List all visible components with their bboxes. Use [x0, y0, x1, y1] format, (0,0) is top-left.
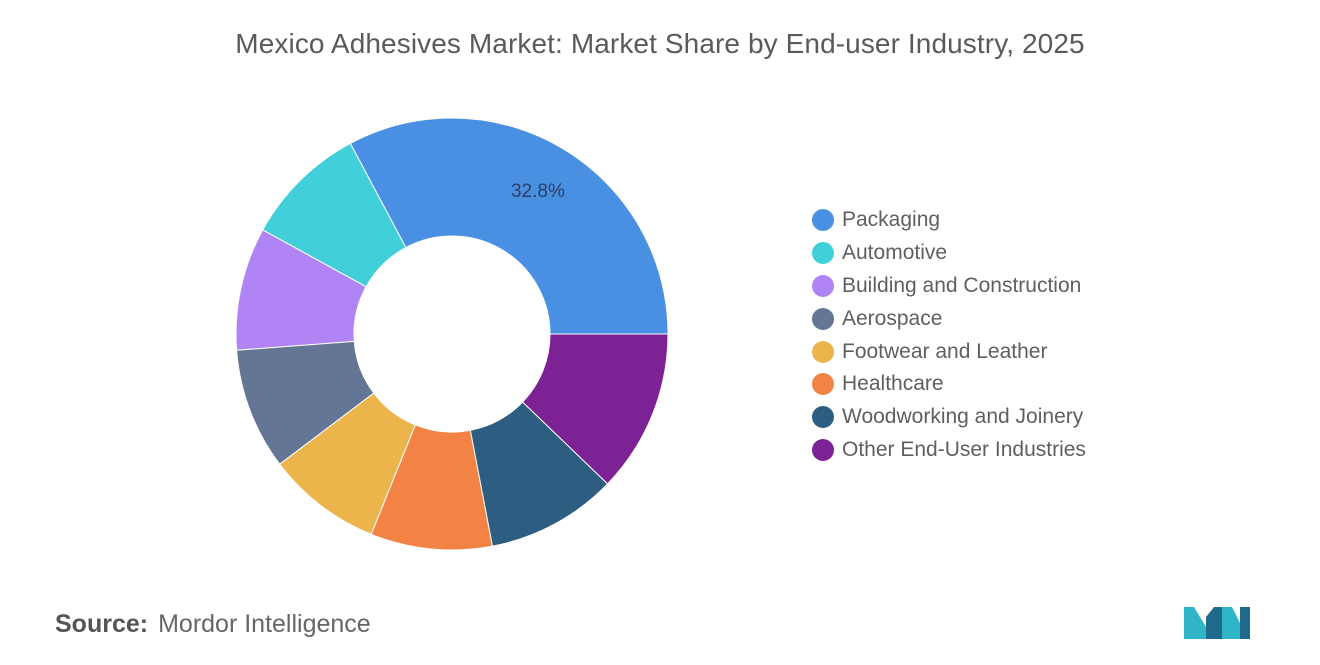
legend-swatch: [812, 406, 834, 429]
data-label-packaging: 32.8%: [511, 181, 565, 202]
legend-item: Aerospace: [812, 302, 1086, 335]
source-label: Source:: [55, 610, 149, 638]
donut-slice-packaging: [349, 117, 669, 335]
legend-label: Woodworking and Joinery: [842, 405, 1084, 429]
legend-label: Footwear and Leather: [842, 339, 1048, 363]
legend-item: Footwear and Leather: [812, 335, 1086, 368]
legend-swatch: [812, 373, 834, 396]
legend-item: Automotive: [812, 237, 1086, 270]
legend-label: Packaging: [842, 208, 941, 232]
chart-legend: Packaging Automotive Building and Construc…: [812, 204, 1086, 466]
legend-item: Healthcare: [812, 368, 1086, 401]
legend-swatch: [812, 209, 834, 232]
source-note: Source: Mordor Intelligence: [55, 610, 371, 639]
legend-swatch: [812, 438, 834, 461]
source-value: Mordor Intelligence: [158, 610, 371, 638]
chart-title: Mexico Adhesives Market: Market Share by…: [235, 28, 1085, 59]
legend-label: Automotive: [842, 241, 948, 265]
legend-item: Woodworking and Joinery: [812, 401, 1086, 434]
legend-item: Other End-User Industries: [812, 434, 1086, 467]
legend-item: Building and Construction: [812, 270, 1086, 303]
legend-label: Healthcare: [842, 372, 944, 396]
legend-swatch: [812, 340, 834, 363]
legend-item: Packaging: [812, 204, 1086, 237]
mordor-logo-icon: [1184, 607, 1250, 639]
legend-swatch: [812, 242, 834, 265]
legend-swatch: [812, 274, 834, 297]
legend-label: Other End-User Industries: [842, 437, 1086, 461]
legend-swatch: [812, 307, 834, 330]
donut-slice-other-end-user-industries: [521, 333, 669, 485]
legend-label: Aerospace: [842, 306, 943, 330]
legend-label: Building and Construction: [842, 273, 1082, 297]
